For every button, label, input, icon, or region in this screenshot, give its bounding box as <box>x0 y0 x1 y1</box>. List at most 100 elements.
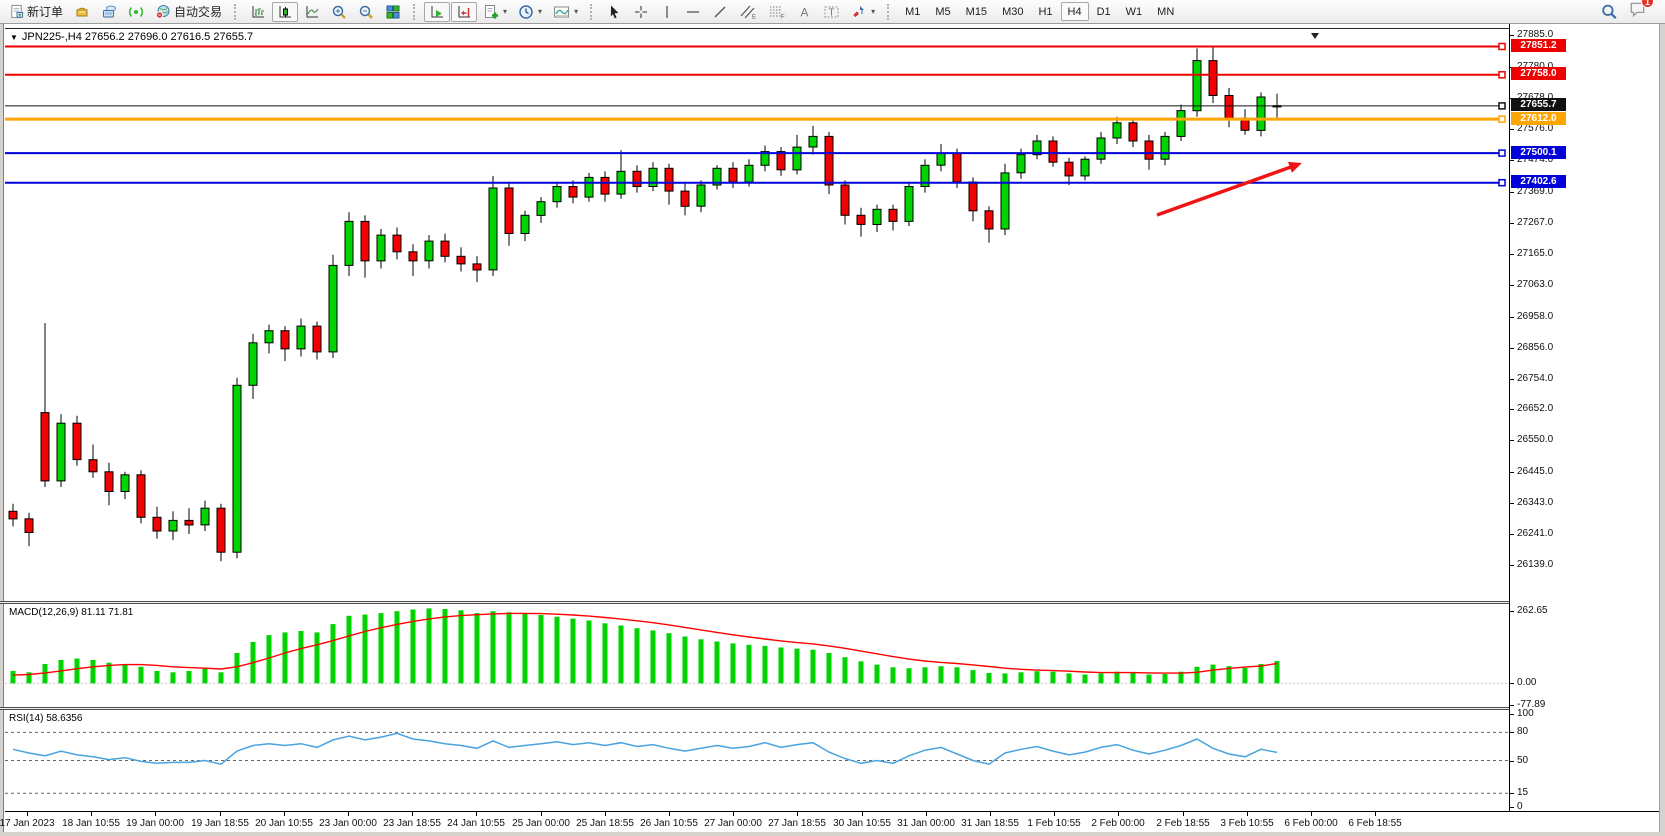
rsi-axis-label: 80 <box>1517 726 1529 737</box>
price-level-tag: 27612.0 <box>1511 112 1566 125</box>
vertical-line-icon <box>666 5 668 18</box>
pane-separator[interactable] <box>0 707 1659 710</box>
zoom-out-button[interactable] <box>353 2 379 22</box>
candle-down <box>312 325 322 353</box>
candle-up <box>168 519 178 532</box>
window-right-edge <box>1659 24 1665 836</box>
time-axis[interactable]: 17 Jan 2023 18 Jan 10:55 19 Jan 00:00 19 Ja… <box>0 811 1659 832</box>
macd-histogram-bar <box>874 664 880 684</box>
text-label-tool-button[interactable]: T <box>818 2 845 22</box>
text-icon: A <box>801 5 809 19</box>
new-chart-button[interactable]: ▾ <box>478 2 512 22</box>
equidistant-channel-tool-button[interactable]: E <box>734 2 762 22</box>
price-axis-tick <box>1510 129 1514 130</box>
timeframe-m1-button[interactable]: M1 <box>905 5 921 18</box>
candle-up <box>328 264 338 353</box>
symbol-dropdown-icon[interactable]: ▼ <box>10 32 18 42</box>
price-axis-label: 27165.0 <box>1517 248 1554 259</box>
toolbar-grip[interactable] <box>590 3 596 20</box>
window-left-edge <box>0 24 4 836</box>
candle-down <box>184 519 194 526</box>
bar-chart-type-button[interactable] <box>245 2 271 22</box>
candlestick-chart-type-button[interactable] <box>272 1 299 22</box>
macd-histogram-bar <box>1066 673 1072 684</box>
candle-down <box>8 510 18 520</box>
price-axis-label: 27063.0 <box>1517 279 1554 290</box>
level-line-anchor <box>1498 102 1506 110</box>
line-chart-type-button[interactable] <box>299 2 325 22</box>
level-line-anchor <box>1498 42 1506 51</box>
algo-trading-button[interactable]: 自动交易 <box>150 2 227 22</box>
time-axis-label: 23 Jan 00:00 <box>319 818 377 829</box>
macd-histogram-bar <box>474 613 480 684</box>
timeframe-h1-button[interactable]: H1 <box>1038 5 1053 18</box>
periods-button[interactable]: ▾ <box>513 2 547 22</box>
timeframe-d1-button[interactable]: D1 <box>1096 5 1111 18</box>
toolbar-grip[interactable] <box>887 3 893 20</box>
timeframe-m5-button[interactable]: M5 <box>935 5 951 18</box>
price-axis-label: 26241.0 <box>1517 528 1554 539</box>
time-axis-label: 31 Jan 00:00 <box>897 818 955 829</box>
time-axis-tick <box>27 812 28 816</box>
text-tool-button[interactable]: A <box>792 2 817 22</box>
timeframe-w1-button[interactable]: W1 <box>1125 5 1143 18</box>
auto-scroll-button[interactable] <box>424 1 451 22</box>
arrows-tool-button[interactable]: ▾ <box>846 2 880 22</box>
candle-up <box>648 167 658 188</box>
candle-down <box>1144 140 1154 160</box>
macd-signal-line <box>12 612 1278 676</box>
pane-separator[interactable] <box>0 601 1659 604</box>
indicators-button[interactable]: ▾ <box>548 2 583 22</box>
notifications-button[interactable]: 1 <box>1628 0 1654 23</box>
rsi-axis-label: 0 <box>1517 801 1523 812</box>
price-axis-label: 27576.0 <box>1517 123 1554 134</box>
price-axis-tick <box>1510 192 1514 193</box>
cursor-tool-button[interactable] <box>601 2 627 22</box>
fibonacci-tool-button[interactable]: F <box>763 2 791 22</box>
tile-windows-button[interactable] <box>380 2 406 22</box>
macd-histogram-bar <box>442 609 448 684</box>
zoom-in-button[interactable] <box>326 2 352 22</box>
new-order-button[interactable]: 新订单 <box>4 2 68 22</box>
vertical-line-tool-button[interactable] <box>655 2 679 22</box>
rsi-axis-tick <box>1510 761 1514 762</box>
candle-up <box>344 220 354 266</box>
macd-pane-canvas[interactable] <box>5 604 1509 707</box>
timeframe-h4-button[interactable]: H4 <box>1060 2 1089 21</box>
candle-up <box>264 330 274 344</box>
candle-down <box>632 170 642 188</box>
macd-histogram-bar <box>1242 667 1248 684</box>
timeframe-mn-button[interactable]: MN <box>1157 5 1175 18</box>
trendline-tool-button[interactable] <box>707 2 733 22</box>
macd-histogram-bar <box>138 666 144 684</box>
candle-up <box>120 474 130 492</box>
vps-button[interactable] <box>96 2 122 22</box>
macd-histogram-bar <box>842 657 848 684</box>
new-chart-icon <box>485 4 499 18</box>
macd-histogram-bar <box>602 623 608 684</box>
search-icon[interactable] <box>1600 3 1618 21</box>
price-axis-label: 26343.0 <box>1517 497 1554 508</box>
timeframe-m30-button[interactable]: M30 <box>1002 5 1024 18</box>
price-chart-canvas[interactable] <box>5 28 1509 601</box>
macd-histogram-bar <box>538 615 544 684</box>
macd-histogram-bar <box>314 632 320 684</box>
price-axis[interactable]: 27885.0 27780.0 27678.0 27576.0 27474.0 27369… <box>1509 24 1659 832</box>
crosshair-tool-button[interactable] <box>628 2 654 22</box>
macd-histogram-bar <box>826 653 832 684</box>
signals-button[interactable] <box>123 2 149 22</box>
market-button[interactable] <box>69 2 95 22</box>
horizontal-line-tool-button[interactable] <box>680 2 706 22</box>
time-axis-label: 17 Jan 2023 <box>0 818 55 829</box>
timeframe-m15-button[interactable]: M15 <box>965 5 988 18</box>
toolbar-grip[interactable] <box>234 3 240 20</box>
candle-down <box>392 234 402 253</box>
macd-histogram-bar <box>506 612 512 684</box>
fibonacci-icon: F <box>770 6 785 20</box>
rsi-pane-canvas[interactable] <box>5 710 1509 811</box>
candle-up <box>296 325 306 350</box>
chart-shift-button[interactable] <box>451 1 478 22</box>
time-axis-label: 3 Feb 10:55 <box>1220 818 1274 829</box>
time-axis-label: 6 Feb 00:00 <box>1284 818 1338 829</box>
toolbar-grip[interactable] <box>413 3 419 20</box>
